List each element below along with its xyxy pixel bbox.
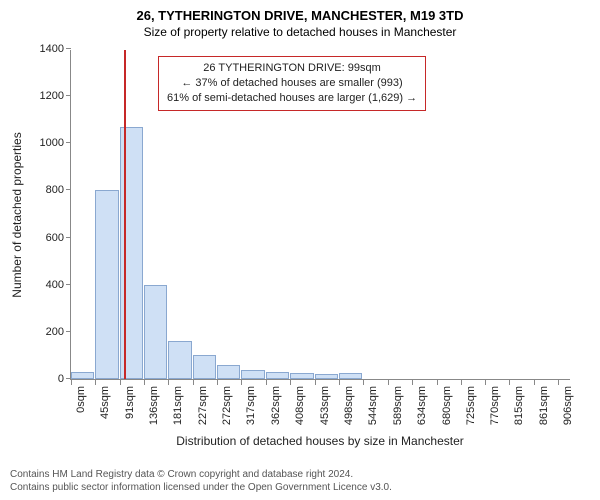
histogram-bar [144,285,167,379]
x-tick-label: 362sqm [270,386,282,425]
x-tick-label: 272sqm [221,386,233,425]
x-tick-mark [558,380,559,385]
x-tick-label: 136sqm [148,386,160,425]
y-tick-mark [66,237,71,238]
x-tick-label: 815sqm [513,386,525,425]
x-tick-mark [437,380,438,385]
x-tick-label: 680sqm [441,386,453,425]
x-tick-mark [120,380,121,385]
infobox-line3: 61% of semi-detached houses are larger (… [167,91,417,106]
x-tick-mark [388,380,389,385]
x-tick-mark [534,380,535,385]
info-box: 26 TYTHERINGTON DRIVE: 99sqm ← 37% of de… [158,56,426,111]
x-tick-mark [241,380,242,385]
infobox-line1: 26 TYTHERINGTON DRIVE: 99sqm [167,61,417,76]
x-tick-label: 725sqm [465,386,477,425]
x-tick-label: 906sqm [562,386,574,425]
x-tick-mark [339,380,340,385]
page-title: 26, TYTHERINGTON DRIVE, MANCHESTER, M19 … [0,0,600,23]
x-tick-label: 861sqm [538,386,550,425]
histogram-bar [71,372,94,379]
page-subtitle: Size of property relative to detached ho… [0,23,600,39]
y-tick-label: 1000 [24,137,64,149]
chart-container: 26, TYTHERINGTON DRIVE, MANCHESTER, M19 … [0,0,600,500]
x-tick-label: 498sqm [343,386,355,425]
x-tick-label: 453sqm [319,386,331,425]
infobox-line2: ← 37% of detached houses are smaller (99… [167,76,417,91]
y-tick-label: 600 [24,232,64,244]
x-tick-label: 317sqm [245,386,257,425]
y-tick-label: 800 [24,184,64,196]
histogram-bar [217,365,240,379]
x-tick-mark [71,380,72,385]
x-tick-mark [266,380,267,385]
x-tick-mark [461,380,462,385]
x-tick-label: 227sqm [197,386,209,425]
footer-line1: Contains HM Land Registry data © Crown c… [10,468,590,481]
footer-line2: Contains public sector information licen… [10,481,590,494]
y-tick-label: 400 [24,279,64,291]
y-tick-mark [66,284,71,285]
x-tick-label: 544sqm [367,386,379,425]
footer-attribution: Contains HM Land Registry data © Crown c… [10,468,590,494]
y-tick-label: 200 [24,326,64,338]
histogram-bar [193,355,216,379]
histogram-bar [290,373,313,379]
x-tick-mark [315,380,316,385]
y-axis-label: Number of detached properties [10,132,24,297]
y-tick-mark [66,331,71,332]
x-tick-label: 45sqm [99,386,111,419]
y-tick-mark [66,378,71,379]
y-tick-mark [66,95,71,96]
x-tick-mark [509,380,510,385]
x-axis-label: Distribution of detached houses by size … [70,434,570,448]
histogram-bar [95,190,119,379]
x-tick-label: 770sqm [489,386,501,425]
x-tick-mark [412,380,413,385]
x-tick-label: 634sqm [416,386,428,425]
x-tick-label: 589sqm [392,386,404,425]
x-tick-mark [95,380,96,385]
y-tick-label: 1400 [24,43,64,55]
x-tick-label: 91sqm [124,386,136,419]
x-tick-label: 408sqm [294,386,306,425]
histogram-bar [168,341,192,379]
x-tick-mark [363,380,364,385]
x-tick-mark [485,380,486,385]
y-tick-label: 1200 [24,90,64,102]
x-tick-mark [217,380,218,385]
chart-area: 02004006008001000120014000sqm45sqm91sqm1… [70,50,570,380]
y-tick-mark [66,142,71,143]
reference-line [124,50,126,379]
x-tick-mark [193,380,194,385]
x-tick-mark [290,380,291,385]
x-tick-mark [168,380,169,385]
y-tick-label: 0 [24,373,64,385]
histogram-bar [315,374,338,379]
histogram-bar [266,372,290,379]
histogram-bar [241,370,264,379]
y-tick-mark [66,189,71,190]
x-tick-label: 0sqm [75,386,87,413]
histogram-bar [339,373,363,379]
x-tick-mark [144,380,145,385]
x-tick-label: 181sqm [172,386,184,425]
y-tick-mark [66,48,71,49]
